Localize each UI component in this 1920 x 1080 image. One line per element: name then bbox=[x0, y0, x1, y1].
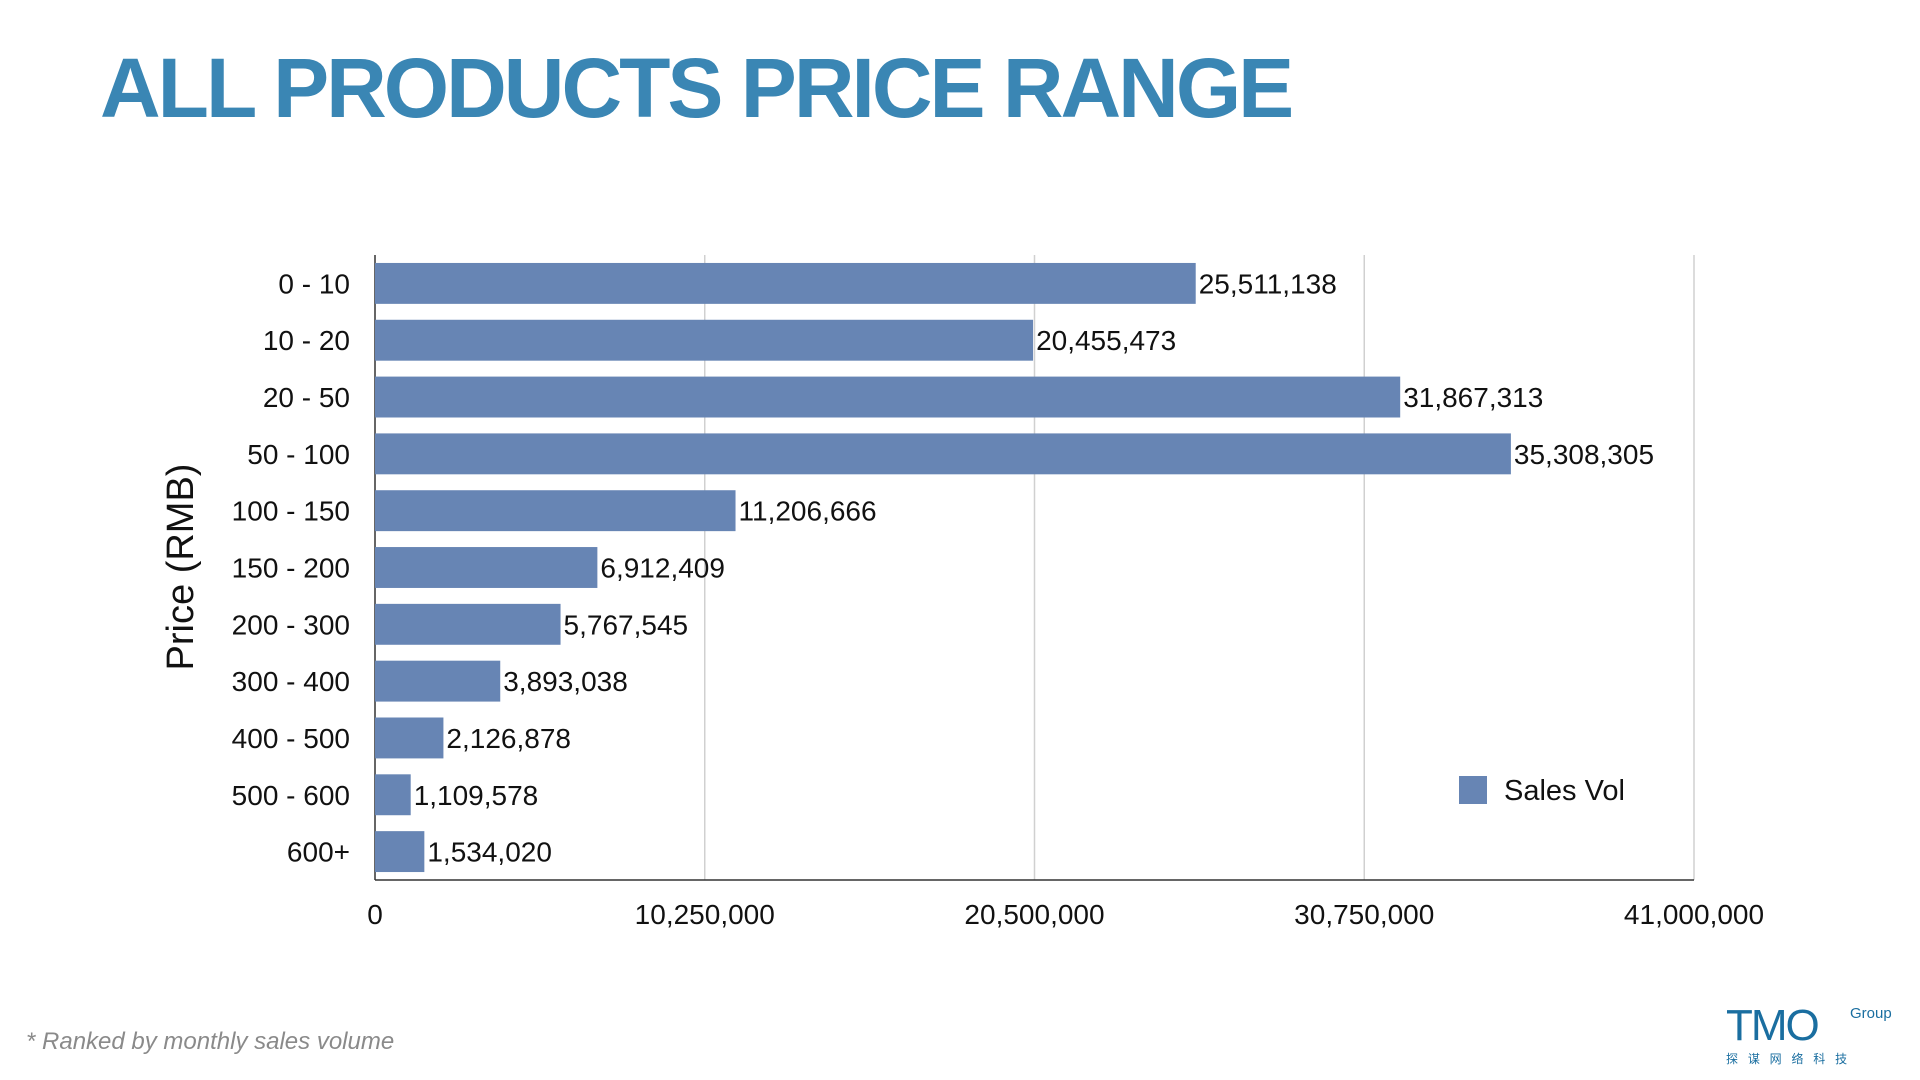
logo-wordmark: TMO bbox=[1726, 1001, 1819, 1050]
bar-value-label: 5,767,545 bbox=[564, 609, 689, 640]
y-category-label: 100 - 150 bbox=[232, 496, 350, 527]
legend-swatch bbox=[1459, 776, 1487, 804]
y-category-label: 150 - 200 bbox=[232, 553, 350, 584]
y-category-label: 20 - 50 bbox=[263, 382, 350, 413]
bar bbox=[375, 319, 1034, 361]
bar-value-label: 25,511,138 bbox=[1199, 268, 1337, 299]
bar bbox=[375, 433, 1511, 475]
bar-value-label: 1,534,020 bbox=[427, 837, 552, 868]
bar-value-label: 6,912,409 bbox=[600, 553, 725, 584]
y-axis-title: Price (RMB) bbox=[160, 464, 202, 671]
page-title: ALL PRODUCTS PRICE RANGE bbox=[100, 41, 1294, 135]
footnote: * Ranked by monthly sales volume bbox=[26, 1028, 395, 1055]
logo-group-text: Group bbox=[1850, 1005, 1892, 1022]
bar bbox=[375, 262, 1196, 304]
x-tick-label: 10,250,000 bbox=[635, 899, 775, 930]
bar bbox=[375, 717, 444, 759]
y-category-label: 200 - 300 bbox=[232, 609, 350, 640]
tmo-group-logo: TMO Group 探 谋 网 络 科 技 bbox=[1726, 1001, 1892, 1066]
x-tick-label: 30,750,000 bbox=[1294, 899, 1434, 930]
y-category-label: 0 - 10 bbox=[278, 268, 350, 299]
x-tick-label: 20,500,000 bbox=[964, 899, 1104, 930]
bar bbox=[375, 490, 736, 532]
y-category-label: 500 - 600 bbox=[232, 780, 350, 811]
bar bbox=[375, 831, 425, 873]
bar bbox=[375, 603, 561, 645]
bar bbox=[375, 547, 598, 588]
y-category-label: 300 - 400 bbox=[232, 666, 350, 697]
bar-value-label: 35,308,305 bbox=[1514, 439, 1654, 470]
bar-value-label: 20,455,473 bbox=[1036, 325, 1176, 356]
y-category-label: 600+ bbox=[287, 837, 350, 868]
bar-value-label: 2,126,878 bbox=[446, 723, 571, 754]
bar-value-label: 3,893,038 bbox=[503, 666, 628, 697]
legend-label: Sales Vol bbox=[1504, 775, 1625, 807]
bar bbox=[375, 774, 411, 816]
y-category-label: 10 - 20 bbox=[263, 325, 350, 356]
bar bbox=[375, 376, 1401, 418]
x-tick-label: 41,000,000 bbox=[1624, 899, 1764, 930]
y-category-label: 400 - 500 bbox=[232, 723, 350, 754]
bar-value-label: 31,867,313 bbox=[1403, 382, 1543, 413]
bar bbox=[375, 660, 501, 702]
logo-tagline: 探 谋 网 络 科 技 bbox=[1726, 1051, 1850, 1066]
y-category-label: 50 - 100 bbox=[247, 439, 350, 470]
bar-value-label: 11,206,666 bbox=[739, 496, 877, 527]
x-tick-label: 0 bbox=[367, 899, 383, 930]
bar-value-label: 1,109,578 bbox=[414, 780, 539, 811]
